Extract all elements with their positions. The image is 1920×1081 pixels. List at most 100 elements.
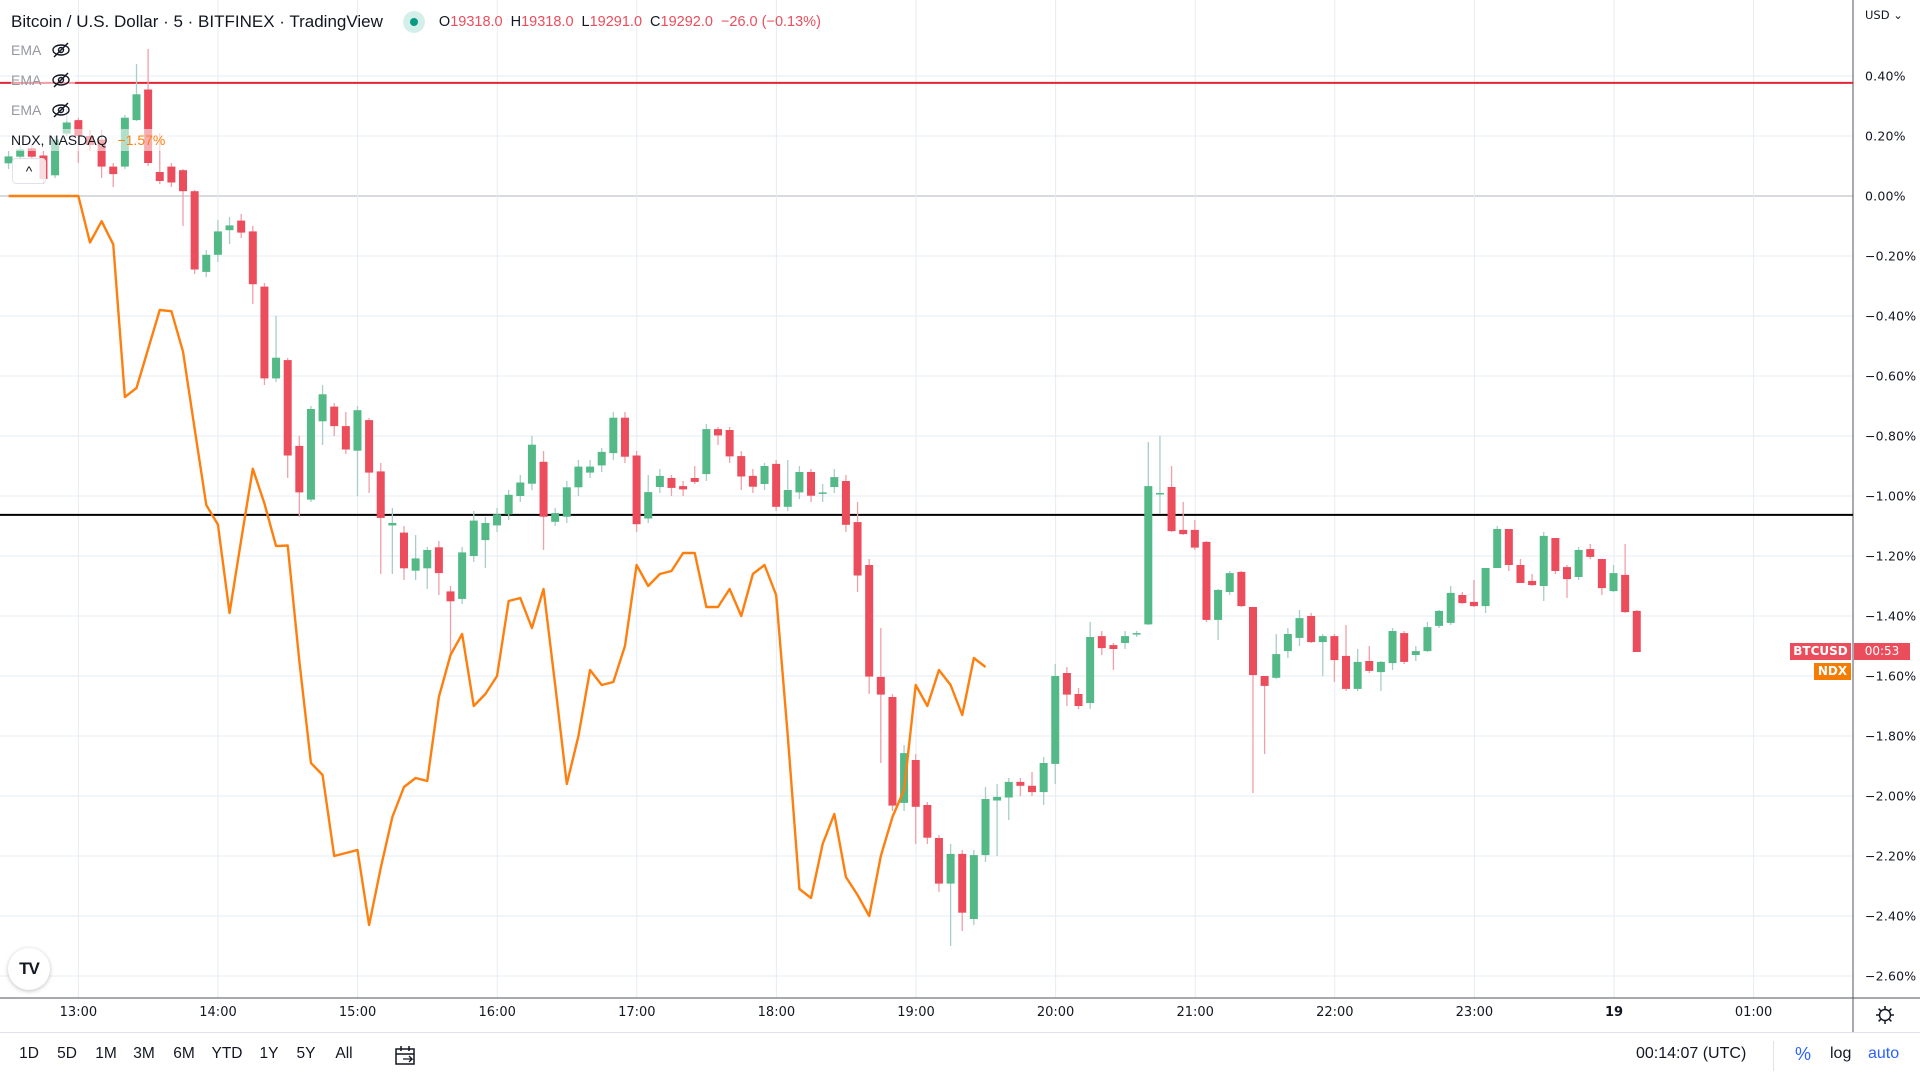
tradingview-logo[interactable]: TV	[8, 948, 50, 990]
legend-ema-3[interactable]: EMA	[11, 99, 76, 121]
go-to-date-calendar-icon[interactable]	[394, 1045, 418, 1067]
candle	[865, 559, 874, 694]
candle	[132, 64, 141, 121]
price-axis-label: 0.00%	[1865, 188, 1906, 204]
candle-body	[272, 357, 281, 379]
logo-mark: TV	[19, 959, 40, 978]
time-axis-label: 19:00	[897, 1005, 935, 1020]
candle-body	[283, 360, 292, 456]
candle	[306, 406, 315, 502]
candle-body	[1318, 636, 1327, 643]
candle-body	[888, 697, 897, 806]
time-axis-label: 14:00	[199, 1005, 237, 1020]
log-scale-toggle[interactable]: log	[1830, 1045, 1852, 1062]
currency-selector[interactable]: USD ⌄	[1865, 8, 1903, 22]
eye-off-icon[interactable]	[51, 42, 71, 58]
candle	[1586, 544, 1595, 559]
auto-scale-toggle[interactable]: auto	[1868, 1045, 1900, 1062]
candle	[469, 511, 478, 562]
candle	[1272, 634, 1281, 679]
candle-body	[1388, 631, 1397, 664]
settings-gear-icon[interactable]	[1874, 1004, 1896, 1026]
candle-body	[202, 254, 211, 272]
time-axis-label: 20:00	[1036, 1005, 1075, 1020]
candle-body	[1062, 673, 1071, 695]
utc-clock[interactable]: 00:14:07 (UTC)	[1636, 1045, 1747, 1062]
candle-body	[353, 410, 362, 451]
legend-ema-1[interactable]: EMA	[11, 39, 76, 61]
candle-body	[248, 231, 257, 285]
candle-body	[51, 139, 60, 176]
candle-body	[493, 514, 502, 526]
range-1d-button[interactable]: 1D	[19, 1045, 39, 1062]
range-ytd-button[interactable]: YTD	[211, 1045, 243, 1062]
time-axis-label: 17:00	[618, 1005, 656, 1020]
low-key: L	[581, 14, 590, 30]
legend-ema-2[interactable]: EMA	[11, 69, 76, 91]
candle-body	[841, 481, 850, 525]
candle-body	[783, 490, 792, 507]
range-3m-button[interactable]: 3M	[133, 1045, 155, 1062]
candle-body	[1458, 595, 1467, 604]
candle	[1469, 580, 1478, 607]
range-1y-button[interactable]: 1Y	[259, 1045, 279, 1062]
candle	[1132, 631, 1141, 637]
candle-body	[1586, 549, 1595, 557]
candle-body	[1190, 529, 1199, 548]
candle-body	[1272, 654, 1281, 678]
candle	[1504, 529, 1513, 571]
candle-body	[737, 456, 746, 477]
candle-body	[179, 170, 188, 192]
candle-body	[748, 475, 757, 487]
range-5y-button[interactable]: 5Y	[296, 1045, 316, 1062]
candle-body	[958, 853, 967, 913]
percent-scale-toggle[interactable]: %	[1795, 1044, 1812, 1064]
eye-off-icon[interactable]	[51, 72, 71, 88]
candle	[1400, 631, 1409, 664]
candle	[1248, 607, 1257, 793]
range-1m-button[interactable]: 1M	[95, 1045, 117, 1062]
compare-symbol-label: NDX, NASDAQ	[11, 132, 108, 148]
range-6m-button[interactable]: 6M	[173, 1045, 195, 1062]
chart-grid	[0, 0, 1853, 998]
ndx-line	[8, 194, 987, 927]
collapse-legend-button[interactable]: ^	[12, 158, 46, 184]
legend-compare-ndx[interactable]: NDX, NASDAQ −1.57%	[11, 129, 170, 151]
horizontal-lines[interactable]	[0, 81, 1853, 516]
candle	[1632, 610, 1641, 652]
candle	[981, 787, 990, 862]
price-axis-label: 0.40%	[1865, 68, 1906, 84]
candle	[1481, 568, 1490, 613]
candle-body	[772, 463, 781, 507]
candle-body	[365, 420, 374, 473]
range-all-button[interactable]: All	[335, 1045, 353, 1062]
candle	[1411, 646, 1420, 661]
eye-off-icon[interactable]	[51, 102, 71, 118]
ohlc-values: O19318.0 H19318.0 L19291.0 C19292.0 −26.…	[439, 14, 821, 30]
candle	[213, 220, 222, 262]
candle-body	[469, 520, 478, 556]
range-5d-button[interactable]: 5D	[57, 1045, 77, 1062]
candle	[237, 214, 246, 238]
candle-body	[1086, 637, 1095, 703]
candle	[190, 190, 199, 274]
ndx-line-series	[8, 194, 987, 927]
candle-body	[1353, 661, 1362, 689]
candle	[341, 412, 350, 454]
candle-body	[1516, 565, 1525, 583]
candle	[620, 412, 629, 463]
candle-body	[900, 753, 909, 803]
price-axis-label: −0.40%	[1865, 308, 1917, 324]
candle	[248, 226, 257, 304]
candle-body	[1411, 651, 1420, 655]
candle-body	[306, 409, 315, 500]
market-status-icon[interactable]	[402, 11, 425, 33]
symbol-header[interactable]: Bitcoin / U.S. Dollar · 5 · BITFINEX · T…	[11, 10, 821, 34]
symbol-title[interactable]: Bitcoin / U.S. Dollar · 5 · BITFINEX · T…	[11, 12, 383, 31]
candle	[1260, 676, 1269, 754]
candle	[1155, 436, 1164, 514]
candle-body	[1039, 763, 1048, 793]
candle	[655, 469, 664, 493]
candle	[458, 547, 467, 604]
